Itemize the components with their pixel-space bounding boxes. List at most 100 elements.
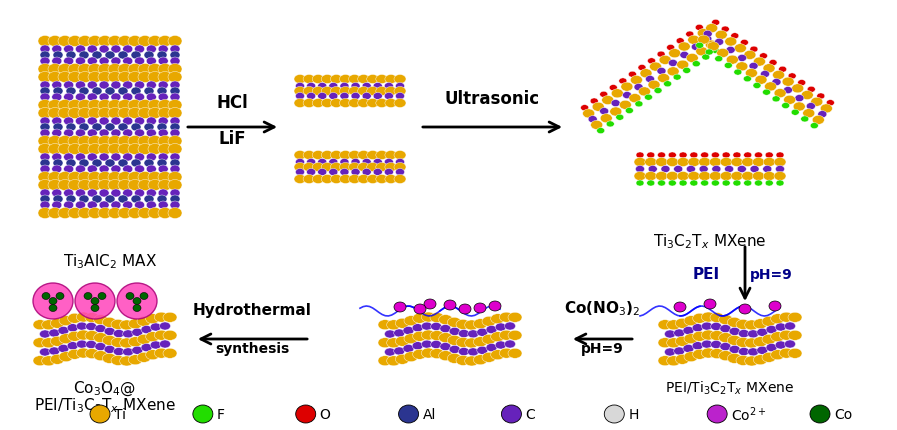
Ellipse shape — [146, 154, 156, 162]
Ellipse shape — [740, 40, 748, 46]
Ellipse shape — [128, 180, 142, 191]
Ellipse shape — [312, 151, 324, 160]
Ellipse shape — [75, 166, 85, 174]
Ellipse shape — [648, 81, 660, 90]
Ellipse shape — [711, 181, 719, 187]
Ellipse shape — [636, 181, 644, 187]
Ellipse shape — [123, 82, 133, 90]
Ellipse shape — [753, 355, 767, 365]
Ellipse shape — [40, 190, 50, 197]
Ellipse shape — [725, 166, 734, 173]
Ellipse shape — [765, 181, 773, 187]
Ellipse shape — [111, 118, 121, 126]
Ellipse shape — [123, 190, 133, 197]
Ellipse shape — [88, 144, 102, 155]
Ellipse shape — [610, 108, 622, 117]
Ellipse shape — [58, 208, 72, 219]
Ellipse shape — [385, 348, 396, 356]
Ellipse shape — [99, 202, 109, 209]
Ellipse shape — [40, 88, 50, 96]
Ellipse shape — [64, 202, 74, 209]
Ellipse shape — [138, 180, 152, 191]
Ellipse shape — [692, 324, 703, 332]
Ellipse shape — [133, 298, 141, 305]
Ellipse shape — [739, 304, 751, 314]
Ellipse shape — [78, 144, 92, 155]
Ellipse shape — [76, 340, 87, 348]
Ellipse shape — [160, 322, 170, 330]
Ellipse shape — [696, 43, 703, 49]
Ellipse shape — [766, 344, 777, 352]
Ellipse shape — [491, 332, 505, 342]
Ellipse shape — [38, 172, 52, 183]
Ellipse shape — [699, 172, 710, 181]
Ellipse shape — [668, 153, 676, 159]
Ellipse shape — [358, 75, 370, 84]
Ellipse shape — [148, 208, 162, 219]
Ellipse shape — [67, 332, 82, 341]
Ellipse shape — [666, 356, 681, 366]
Ellipse shape — [666, 338, 681, 348]
Ellipse shape — [58, 327, 69, 335]
Ellipse shape — [690, 181, 698, 187]
Text: Co: Co — [834, 407, 852, 421]
Ellipse shape — [674, 329, 684, 337]
Ellipse shape — [170, 196, 180, 203]
Ellipse shape — [87, 58, 97, 66]
Ellipse shape — [137, 353, 151, 362]
Ellipse shape — [695, 25, 703, 31]
Ellipse shape — [677, 172, 689, 181]
Ellipse shape — [75, 94, 85, 102]
Ellipse shape — [113, 348, 125, 356]
Ellipse shape — [793, 103, 806, 112]
Ellipse shape — [449, 346, 460, 353]
Ellipse shape — [123, 166, 133, 174]
Ellipse shape — [85, 341, 97, 349]
Ellipse shape — [40, 160, 50, 168]
Ellipse shape — [321, 99, 334, 108]
Ellipse shape — [98, 293, 106, 300]
Ellipse shape — [403, 345, 414, 353]
Ellipse shape — [76, 312, 91, 322]
Ellipse shape — [701, 340, 712, 348]
Ellipse shape — [439, 351, 453, 361]
Ellipse shape — [720, 172, 732, 181]
Ellipse shape — [48, 144, 62, 155]
Ellipse shape — [148, 136, 162, 147]
Ellipse shape — [158, 190, 168, 197]
Text: PEI/Ti$_3$C$_2$T$_x$ MXene: PEI/Ti$_3$C$_2$T$_x$ MXene — [666, 379, 795, 396]
Ellipse shape — [123, 154, 133, 162]
Ellipse shape — [734, 70, 742, 76]
Text: Ti$_3$AlC$_2$ MAX: Ti$_3$AlC$_2$ MAX — [63, 252, 157, 270]
Ellipse shape — [75, 190, 85, 197]
Ellipse shape — [753, 58, 765, 67]
Ellipse shape — [158, 154, 168, 162]
Ellipse shape — [639, 88, 650, 97]
Ellipse shape — [87, 154, 97, 162]
Ellipse shape — [458, 348, 469, 356]
Ellipse shape — [489, 301, 501, 311]
Ellipse shape — [664, 82, 672, 88]
Ellipse shape — [67, 313, 82, 323]
Ellipse shape — [111, 82, 121, 90]
Ellipse shape — [40, 82, 50, 90]
Ellipse shape — [606, 122, 614, 128]
Ellipse shape — [303, 99, 315, 108]
Ellipse shape — [404, 352, 418, 362]
Ellipse shape — [597, 128, 605, 134]
Ellipse shape — [373, 93, 382, 100]
Ellipse shape — [667, 68, 679, 77]
Ellipse shape — [394, 75, 406, 84]
Ellipse shape — [92, 196, 102, 203]
Ellipse shape — [128, 319, 143, 329]
Ellipse shape — [385, 151, 396, 160]
Ellipse shape — [38, 72, 52, 83]
Ellipse shape — [340, 169, 349, 176]
Ellipse shape — [53, 88, 63, 96]
Ellipse shape — [387, 356, 401, 366]
Text: LiF: LiF — [218, 130, 246, 147]
Ellipse shape — [658, 52, 665, 58]
Ellipse shape — [724, 63, 732, 69]
Ellipse shape — [658, 356, 672, 366]
Ellipse shape — [727, 56, 738, 65]
